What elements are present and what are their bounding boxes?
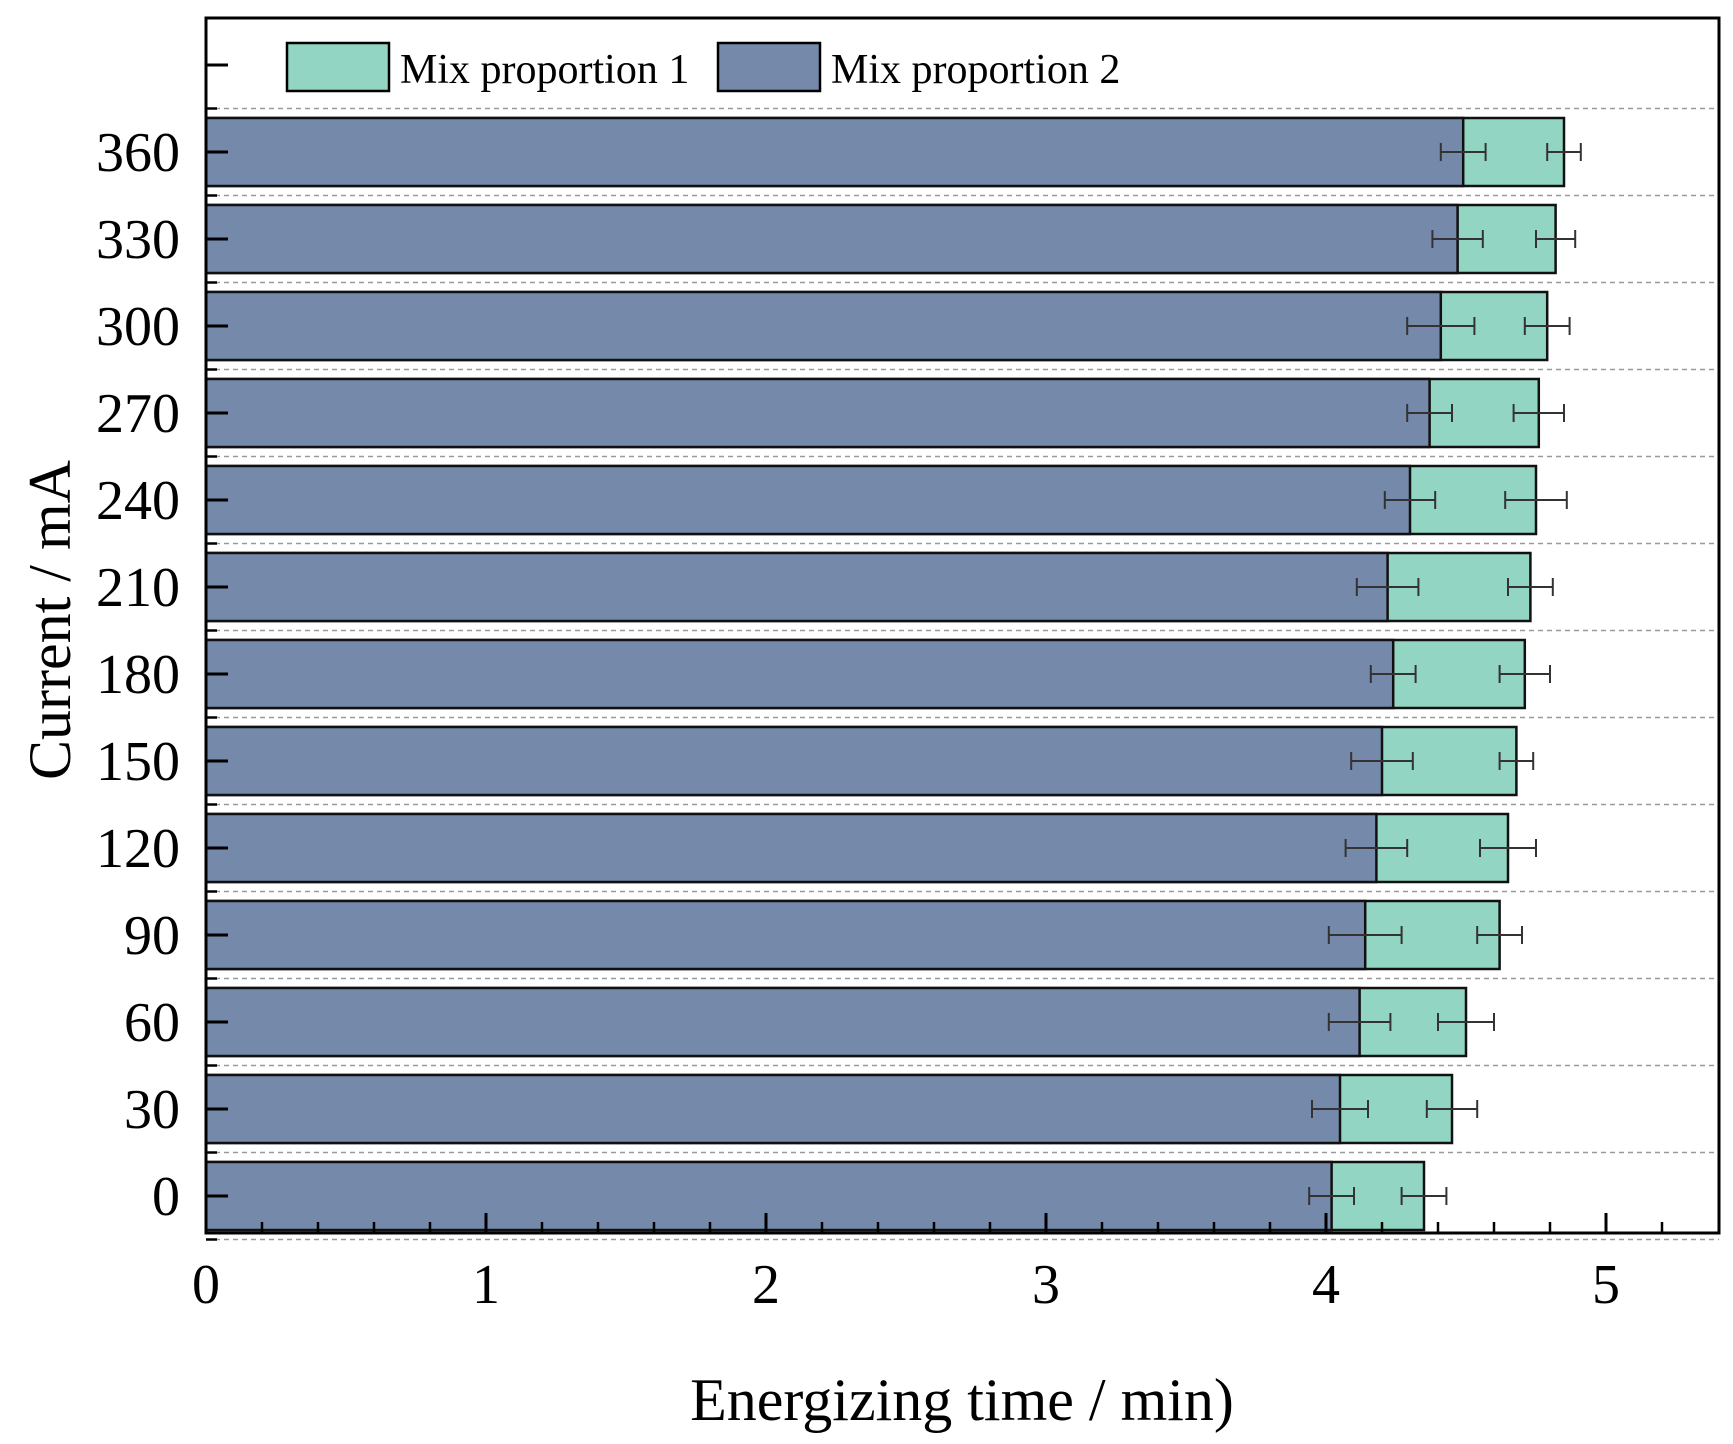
bar-series-2-0: [204, 1160, 1333, 1232]
legend-swatch-series-2: [716, 41, 822, 93]
grid-lines: [206, 107, 1719, 1241]
y-tick-label-0: 0: [152, 1166, 180, 1228]
x-tick-label-4: 4: [1312, 1254, 1340, 1316]
bar-series-2-300: [204, 290, 1443, 362]
bar-series-2-330: [204, 203, 1459, 275]
bar-series-2-90: [204, 899, 1367, 971]
error-bars: [1308, 143, 1582, 1205]
x-tick-label-3: 3: [1032, 1254, 1060, 1316]
x-tick-label-1: 1: [472, 1254, 500, 1316]
x-axis-title: Energizing time / min): [690, 1367, 1234, 1433]
y-tick-label-30: 30: [124, 1079, 180, 1141]
bar-series-2-270: [204, 377, 1431, 449]
bar-series-2-210: [204, 551, 1389, 623]
bars: [204, 116, 1566, 1232]
y-tick-label-300: 300: [96, 296, 180, 358]
y-tick-label-270: 270: [96, 383, 180, 445]
bar-series-2-150: [204, 725, 1384, 797]
y-axis: 0 30 60 90 120 150 180 210 240 270 300 330 360: [96, 63, 228, 1241]
y-tick-label-90: 90: [124, 905, 180, 967]
x-tick-label-0: 0: [192, 1254, 220, 1316]
y-tick-label-210: 210: [96, 557, 180, 619]
x-tick-label-2: 2: [752, 1254, 780, 1316]
legend-swatch-series-1: [285, 41, 391, 93]
bar-series-2-180: [204, 638, 1395, 710]
y-tick-label-360: 360: [96, 122, 180, 184]
x-axis: 0 1 2 3 4 5: [192, 1213, 1664, 1316]
plot-frame: [204, 16, 1721, 1235]
legend: Mix proportion 1 Mix proportion 2: [285, 41, 1120, 93]
bar-series-2-360: [204, 116, 1465, 188]
legend-label-series-1: Mix proportion 1: [400, 47, 689, 93]
bar-series-2-30: [204, 1073, 1342, 1145]
y-tick-label-330: 330: [96, 209, 180, 271]
bar-series-2-60: [204, 986, 1361, 1058]
y-tick-label-240: 240: [96, 470, 180, 532]
legend-label-series-2: Mix proportion 2: [831, 47, 1120, 93]
y-tick-label-60: 60: [124, 992, 180, 1054]
x-tick-label-5: 5: [1592, 1254, 1620, 1316]
y-tick-label-150: 150: [96, 731, 180, 793]
bar-series-2-240: [204, 464, 1412, 536]
y-tick-label-180: 180: [96, 644, 180, 706]
y-axis-title: Current / mA: [17, 460, 83, 780]
y-tick-label-120: 120: [96, 818, 180, 880]
bar-series-2-120: [204, 812, 1378, 884]
